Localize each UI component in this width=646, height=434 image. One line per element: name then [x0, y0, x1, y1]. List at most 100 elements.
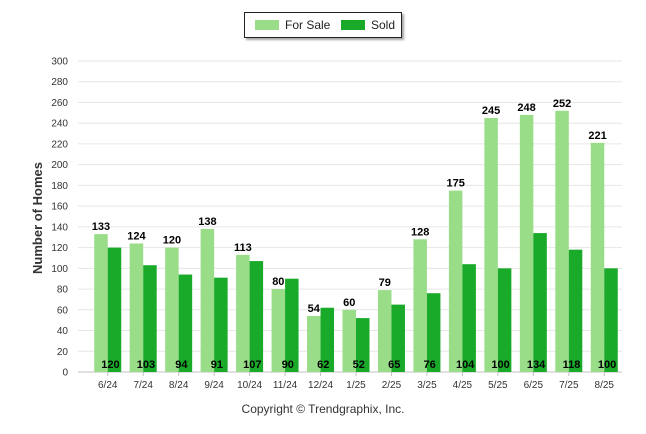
y-tick-label: 200 [51, 160, 68, 171]
y-tick-label: 180 [51, 181, 68, 192]
y-tick-label: 60 [57, 305, 69, 316]
x-tick-label: 8/24 [169, 380, 189, 391]
bar-for-sale[interactable] [484, 118, 498, 373]
bar-sold[interactable] [497, 268, 512, 372]
data-label-for-sale: 133 [92, 221, 110, 233]
x-tick-label: 4/25 [453, 380, 473, 391]
data-label-sold: 103 [137, 359, 155, 371]
bar-for-sale[interactable] [342, 309, 357, 372]
data-label-for-sale: 252 [553, 98, 571, 110]
data-label-sold: 134 [527, 359, 546, 371]
data-label-sold: 90 [282, 359, 294, 371]
bar-sold[interactable] [107, 247, 122, 372]
x-tick-label: 12/24 [308, 380, 333, 391]
data-label-for-sale: 124 [127, 230, 146, 242]
bar-for-sale[interactable] [200, 228, 215, 372]
bar-for-sale[interactable] [236, 254, 250, 372]
legend: For Sale Sold [244, 12, 402, 38]
x-tick-label: 1/25 [346, 380, 366, 391]
bar-for-sale[interactable] [165, 247, 179, 372]
data-label-for-sale: 113 [234, 242, 252, 254]
data-label-for-sale: 120 [163, 235, 181, 247]
copyright-text: Copyright © Trendgraphix, Inc. [241, 402, 405, 416]
bars: 133 120 124 103 120 94 138 91 113 107 80 90 54 62 60 52… [92, 98, 618, 373]
bar-sold[interactable] [568, 249, 583, 372]
legend-swatch-sold [341, 20, 365, 30]
data-label-sold: 94 [175, 359, 188, 371]
bar-sold[interactable] [320, 307, 335, 372]
bar-for-sale[interactable] [271, 289, 286, 372]
legend-item-for-sale[interactable]: For Sale [255, 18, 330, 32]
data-label-for-sale: 79 [379, 277, 391, 289]
x-tick-label: 6/24 [98, 380, 118, 391]
legend-label-sold: Sold [371, 18, 396, 32]
y-tick-label: 40 [57, 326, 69, 337]
y-tick-label: 160 [51, 202, 68, 213]
bar-sold[interactable] [249, 261, 264, 372]
bar-for-sale[interactable] [590, 142, 605, 372]
bar-for-sale[interactable] [448, 190, 463, 372]
bar-for-sale[interactable] [377, 290, 392, 372]
x-tick-label: 3/25 [417, 380, 437, 391]
y-tick-label: 100 [51, 264, 68, 275]
data-label-sold: 100 [598, 359, 616, 371]
data-label-sold: 100 [491, 359, 509, 371]
bar-sold[interactable] [214, 277, 228, 372]
y-tick-label: 0 [62, 368, 68, 379]
legend-item-sold[interactable]: Sold [341, 18, 395, 32]
y-tick-label: 260 [51, 98, 68, 109]
data-label-for-sale: 54 [308, 303, 321, 315]
y-tick-label: 80 [57, 285, 69, 296]
y-axis-ticks: 0 20 40 60 80 100 120 140 160 180 200 220 240 260 280 3… [51, 57, 68, 379]
y-tick-label: 20 [57, 347, 69, 358]
data-label-sold: 76 [424, 359, 436, 371]
x-tick-label: 7/25 [559, 380, 579, 391]
bar-sold[interactable] [391, 304, 405, 372]
data-label-sold: 91 [211, 359, 223, 371]
bar-for-sale[interactable] [413, 239, 427, 372]
y-tick-label: 240 [51, 119, 68, 130]
bar-sold[interactable] [533, 233, 547, 372]
data-label-for-sale: 248 [517, 102, 535, 114]
data-label-sold: 107 [243, 359, 261, 371]
y-tick-label: 220 [51, 139, 68, 150]
bar-sold[interactable] [178, 274, 193, 372]
x-tick-label: 2/25 [382, 380, 402, 391]
bar-sold[interactable] [426, 293, 441, 372]
x-tick-label: 8/25 [595, 380, 615, 391]
data-label-for-sale: 128 [411, 226, 429, 238]
data-label-for-sale: 245 [482, 105, 500, 117]
x-tick-label: 6/25 [524, 380, 544, 391]
bar-for-sale[interactable] [519, 114, 534, 372]
data-label-for-sale: 80 [272, 276, 284, 288]
data-label-sold: 120 [101, 359, 119, 371]
legend-swatch-for-sale [255, 20, 279, 30]
data-label-for-sale: 60 [343, 297, 355, 309]
y-tick-label: 280 [51, 77, 68, 88]
bar-for-sale[interactable] [555, 110, 569, 372]
data-label-for-sale: 138 [198, 216, 216, 228]
data-label-sold: 118 [563, 359, 581, 371]
bar-for-sale[interactable] [307, 316, 321, 372]
bar-for-sale[interactable] [129, 243, 144, 372]
x-tick-label: 10/24 [237, 380, 262, 391]
x-tick-label: 9/24 [204, 380, 224, 391]
bar-sold[interactable] [285, 278, 299, 372]
data-label-sold: 104 [456, 359, 475, 371]
x-tick-label: 5/25 [488, 380, 508, 391]
data-label-sold: 62 [317, 359, 329, 371]
y-tick-label: 140 [51, 222, 68, 233]
y-tick-label: 300 [51, 57, 68, 68]
x-axis-ticks: 6/24 7/24 8/24 9/24 10/24 11/24 12/24 1/25 2/25 3… [98, 372, 614, 391]
data-label-for-sale: 221 [588, 130, 606, 142]
x-tick-label: 11/24 [273, 380, 298, 391]
bar-sold[interactable] [462, 264, 476, 372]
bar-sold[interactable] [356, 318, 370, 372]
legend-label-for-sale: For Sale [285, 18, 331, 32]
data-label-sold: 65 [388, 359, 400, 371]
bar-sold[interactable] [143, 265, 157, 372]
x-tick-label: 7/24 [133, 380, 153, 391]
bar-for-sale[interactable] [94, 234, 108, 372]
bar-sold[interactable] [604, 268, 618, 372]
